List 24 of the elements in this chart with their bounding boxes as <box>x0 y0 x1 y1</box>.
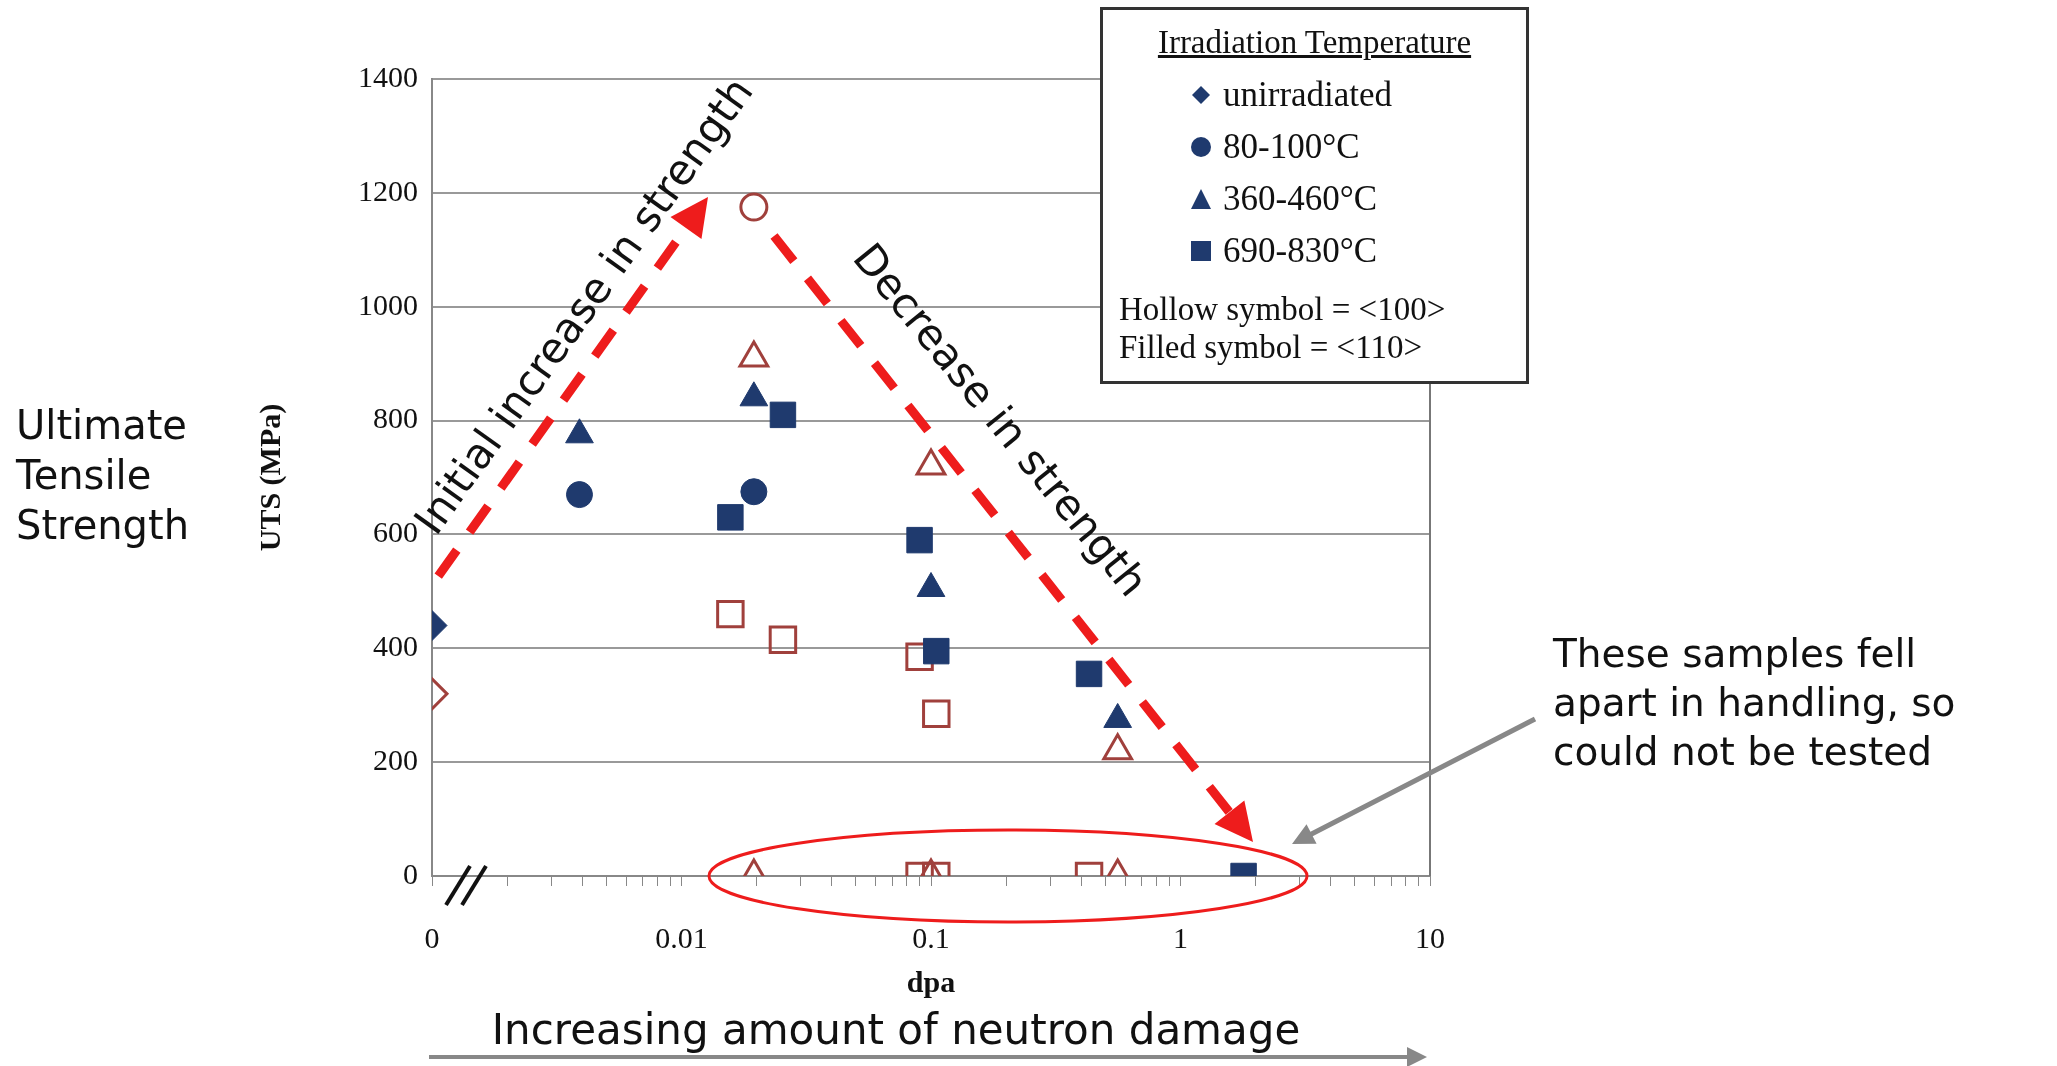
annotation: Filled symbol = <110> <box>1119 328 1424 367</box>
text: Ultimate Tensile Strength <box>16 401 191 550</box>
x-tick-label: 0.1 <box>912 920 950 954</box>
x-tick-label: 1 <box>1173 920 1188 954</box>
x-tick-label: 0.01 <box>655 920 708 954</box>
y-tick-label: 200 <box>373 743 418 777</box>
text: These samples fell apart in handling, so could not be tested <box>1553 630 1957 776</box>
annotation: Hollow symbol = <100> <box>1119 291 1447 329</box>
text: Increasing amount of neutron damage <box>491 1003 1301 1056</box>
legend-title: Irradiation Temperature <box>1156 24 1473 61</box>
legend-label: 690-830°C <box>1223 231 1377 271</box>
y-tick-label: 0 <box>403 856 418 890</box>
y-axis-title: UTS (MPa) <box>252 403 287 552</box>
x-tick-label: 10 <box>1415 920 1445 954</box>
y-tick-label: 400 <box>373 629 418 663</box>
x-axis-title: dpa <box>906 964 956 998</box>
y-tick-label: 1200 <box>358 173 418 207</box>
x-tick-label: 0 <box>424 920 440 954</box>
legend-label: 360-460°C <box>1223 179 1377 219</box>
legend-label: unirradiated <box>1223 75 1393 115</box>
legend-label: 80-100°C <box>1223 127 1360 167</box>
y-tick-label: 1000 <box>358 287 418 321</box>
y-tick-label: 800 <box>373 401 418 435</box>
y-tick-label: 1400 <box>358 59 418 93</box>
